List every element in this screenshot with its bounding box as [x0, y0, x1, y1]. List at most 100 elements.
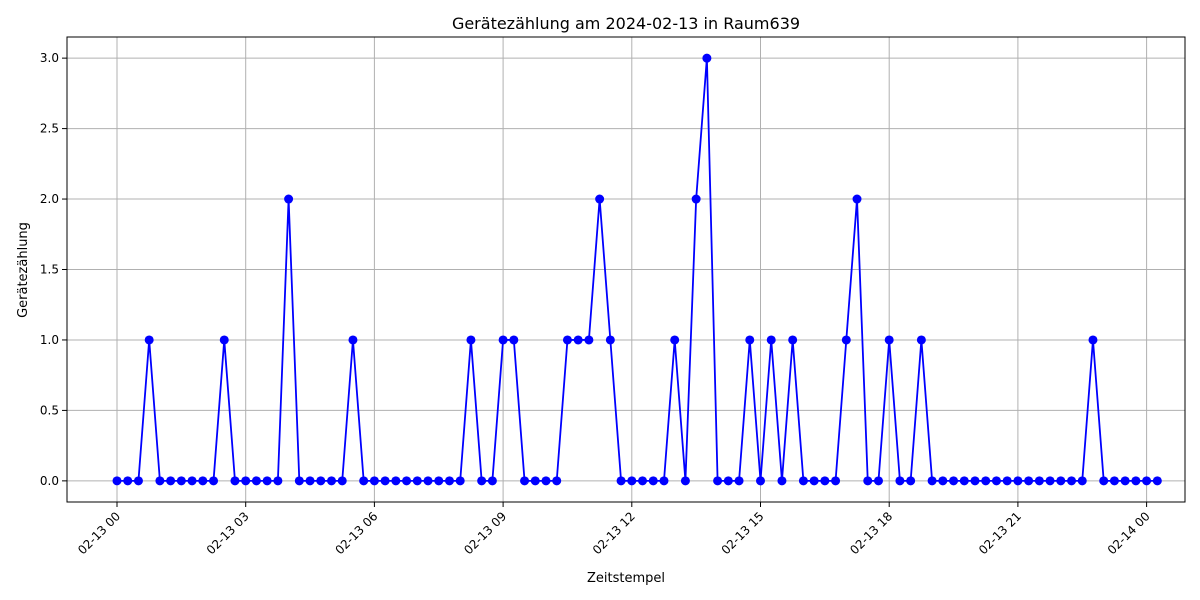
data-point: [530, 476, 540, 486]
data-point: [1013, 476, 1023, 486]
y-tick-label: 3.0: [40, 51, 59, 65]
data-point: [1024, 476, 1034, 486]
data-point: [187, 476, 197, 486]
data-point: [627, 476, 637, 486]
data-point: [1142, 476, 1152, 486]
data-point: [284, 194, 294, 204]
data-point: [702, 53, 712, 63]
data-point: [434, 476, 444, 486]
data-point: [155, 476, 165, 486]
data-point: [498, 335, 508, 345]
data-point: [337, 476, 347, 486]
data-point: [262, 476, 272, 486]
data-point: [1120, 476, 1130, 486]
data-point: [552, 476, 562, 486]
data-point: [573, 335, 583, 345]
y-tick-label: 0.0: [40, 474, 59, 488]
data-point: [273, 476, 283, 486]
data-point: [230, 476, 240, 486]
data-point: [198, 476, 208, 486]
y-tick-label: 2.0: [40, 192, 59, 206]
data-point: [863, 476, 873, 486]
data-point: [1002, 476, 1012, 486]
data-point: [1077, 476, 1087, 486]
data-point: [820, 476, 830, 486]
data-point: [713, 476, 723, 486]
data-point: [970, 476, 980, 486]
data-point: [369, 476, 379, 486]
data-point: [981, 476, 991, 486]
data-point: [380, 476, 390, 486]
data-point: [766, 335, 776, 345]
data-point: [949, 476, 959, 486]
data-point: [209, 476, 219, 486]
x-axis-label: Zeitstempel: [587, 571, 665, 586]
data-point: [562, 335, 572, 345]
data-point: [466, 335, 476, 345]
series-area: [112, 53, 1162, 486]
data-point: [305, 476, 315, 486]
data-point: [509, 335, 519, 345]
data-point: [219, 335, 229, 345]
y-tick-label: 1.0: [40, 333, 59, 347]
data-point: [852, 194, 862, 204]
data-point: [1131, 476, 1141, 486]
data-point: [391, 476, 401, 486]
data-point: [487, 476, 497, 486]
data-point: [841, 335, 851, 345]
data-point: [938, 476, 948, 486]
data-point: [756, 476, 765, 486]
data-point: [788, 335, 798, 345]
data-point: [1045, 476, 1055, 486]
data-point: [659, 476, 669, 486]
data-point: [723, 476, 733, 486]
data-point: [348, 335, 358, 345]
data-point: [638, 476, 648, 486]
y-tick-label: 2.5: [40, 122, 59, 136]
data-point: [916, 335, 926, 345]
data-point: [584, 335, 594, 345]
data-point: [241, 476, 251, 486]
data-point: [605, 335, 615, 345]
data-point: [166, 476, 176, 486]
data-point: [477, 476, 487, 486]
data-point: [895, 476, 905, 486]
data-point: [595, 194, 605, 204]
data-point: [541, 476, 551, 486]
data-point: [959, 476, 969, 486]
data-point: [831, 476, 841, 486]
data-point: [1088, 335, 1098, 345]
data-point: [648, 476, 658, 486]
data-point: [176, 476, 186, 486]
data-point: [112, 476, 122, 486]
data-point: [884, 335, 894, 345]
data-point: [873, 476, 883, 486]
data-point: [455, 476, 465, 486]
data-point: [316, 476, 326, 486]
data-point: [777, 476, 787, 486]
data-point: [251, 476, 261, 486]
y-tick-label: 0.5: [40, 403, 59, 417]
y-tick-label: 1.5: [40, 263, 59, 277]
data-point: [144, 335, 154, 345]
data-point: [412, 476, 422, 486]
data-point: [359, 476, 369, 486]
data-point: [1152, 476, 1162, 486]
data-point: [1109, 476, 1119, 486]
data-point: [927, 476, 937, 486]
data-point: [1067, 476, 1077, 486]
data-point: [670, 335, 680, 345]
data-point: [906, 476, 916, 486]
data-point: [123, 476, 133, 486]
data-point: [294, 476, 304, 486]
chart-title: Gerätezählung am 2024-02-13 in Raum639: [452, 14, 800, 33]
data-point: [402, 476, 412, 486]
data-point: [133, 476, 143, 486]
data-point: [691, 194, 701, 204]
data-point: [809, 476, 819, 486]
data-point: [520, 476, 530, 486]
data-point: [991, 476, 1001, 486]
